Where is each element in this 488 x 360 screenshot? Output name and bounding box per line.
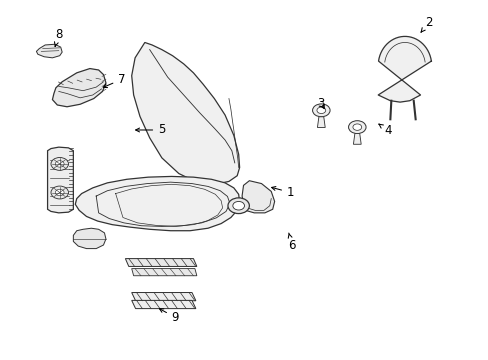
Polygon shape [242,181,274,213]
Text: 8: 8 [54,28,62,46]
Text: 2: 2 [420,15,432,32]
Polygon shape [317,117,325,127]
Circle shape [227,198,249,213]
Polygon shape [36,44,62,58]
Polygon shape [377,36,430,102]
Polygon shape [47,147,73,213]
Text: 4: 4 [378,124,391,137]
Circle shape [348,121,366,134]
Circle shape [352,124,361,130]
Polygon shape [73,228,106,249]
Polygon shape [131,300,196,309]
Text: 1: 1 [271,186,294,199]
Polygon shape [353,134,361,144]
Circle shape [55,189,64,196]
Circle shape [55,161,64,167]
Polygon shape [52,68,106,107]
Text: 3: 3 [317,97,325,110]
Text: 5: 5 [135,123,165,136]
Polygon shape [131,269,197,276]
Polygon shape [131,42,239,184]
Text: 6: 6 [287,233,295,252]
Circle shape [312,104,329,117]
Text: 7: 7 [103,73,125,87]
Circle shape [51,157,68,170]
Circle shape [232,202,244,210]
Circle shape [316,107,325,113]
Polygon shape [75,176,239,231]
Polygon shape [131,293,196,301]
Text: 9: 9 [159,309,179,324]
Circle shape [51,186,68,199]
Polygon shape [125,258,197,266]
